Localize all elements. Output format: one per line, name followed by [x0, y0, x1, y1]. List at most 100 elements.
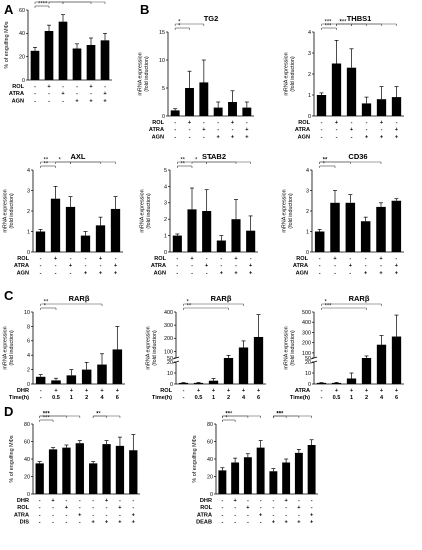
row-mark-c1: 4	[100, 395, 104, 401]
y-tick-label-c1: 2	[27, 368, 30, 374]
panel-label-c: C	[4, 288, 14, 303]
row-mark-cd36: +	[395, 263, 399, 269]
y-tick-label-axl: 3	[27, 188, 30, 194]
row-mark-d2: -	[285, 505, 287, 511]
row-mark-axl: -	[40, 256, 42, 262]
row-mark-stab2: +	[234, 256, 238, 262]
row-mark-d2: -	[311, 498, 313, 504]
row-mark-thbs1: +	[335, 120, 339, 126]
row-mark-d2: +	[284, 520, 288, 526]
bar-c1-2	[66, 375, 77, 384]
row-mark-cd36: -	[349, 270, 351, 276]
row-mark-stab2: -	[176, 263, 178, 269]
bar-d1-3	[75, 443, 84, 494]
row-label-cd36: AGN	[296, 270, 308, 276]
row-mark-d2: +	[233, 498, 237, 504]
row-mark-c3: 6	[395, 395, 398, 401]
y-axis-label-tg2: mRNA expression	[138, 52, 144, 95]
row-mark-axl: +	[114, 270, 118, 276]
row-mark-c2: 0.5	[195, 395, 203, 401]
bar-cd36-3	[360, 221, 371, 252]
y-axis-label-stab2: (fold induction)	[146, 193, 152, 229]
row-mark-axl: -	[40, 263, 42, 269]
row-mark-d2: -	[221, 498, 223, 504]
row-label-thbs1: ROL	[298, 120, 310, 126]
row-label-c1: DHR	[17, 388, 29, 394]
chart-title-tg2: TG2	[204, 14, 219, 23]
row-mark-a: -	[48, 91, 50, 97]
row-mark-a: +	[47, 84, 51, 90]
y-tick-label-thbs1: 4	[308, 30, 311, 36]
row-mark-d1: -	[66, 512, 68, 518]
row-mark-axl: -	[55, 270, 57, 276]
row-mark-tg2: -	[189, 134, 191, 140]
bar-c2-1	[193, 382, 204, 384]
row-mark-tg2: -	[232, 127, 234, 133]
row-mark-stab2: +	[249, 263, 253, 269]
row-label-d2: ATRA	[197, 512, 212, 518]
y-tick-label-tg2: 0	[162, 114, 165, 120]
row-mark-stab2: +	[190, 256, 194, 262]
row-label-d1: ROL	[17, 505, 29, 511]
row-mark-c2: +	[227, 388, 231, 394]
y-axis-label-tg2: (fold induction)	[144, 56, 150, 92]
y-axis-label-cd36: (fold induction)	[288, 193, 294, 229]
chart-title-axl: AXL	[71, 152, 86, 161]
row-label-c3: ATRA	[295, 388, 310, 394]
y-tick-label-cd36: 2	[306, 209, 309, 215]
y-tick-label-axl: 0	[27, 250, 30, 256]
chart-title-thbs1: THBS1	[347, 14, 372, 23]
row-mark-tg2: +	[245, 134, 249, 140]
row-mark-thbs1: +	[350, 127, 354, 133]
row-mark-c3: 1	[350, 395, 353, 401]
row-mark-stab2: -	[220, 263, 222, 269]
row-mark-stab2: +	[220, 270, 224, 276]
row-mark-cd36: -	[365, 263, 367, 269]
bar-c3-3	[361, 358, 372, 384]
y-tick-label-c2: 0	[170, 382, 173, 388]
row-mark-axl: -	[85, 256, 87, 262]
sig-label-stab2: *	[210, 157, 213, 163]
bar-tg2-2	[199, 82, 209, 116]
y-axis-label-a: % of engulfing MΦs	[4, 21, 10, 68]
row-label-d1: ATRA	[14, 512, 29, 518]
row-mark-c1: -	[40, 395, 42, 401]
row-label-stab2: AGN	[154, 270, 166, 276]
bar-c1-5	[112, 349, 123, 384]
bar-d2-6	[294, 452, 303, 494]
row-mark-axl: -	[70, 256, 72, 262]
row-mark-d1: -	[106, 512, 108, 518]
chart-title-cd36: CD36	[348, 152, 367, 161]
sig-label-stab2: **	[180, 157, 185, 163]
row-mark-d1: +	[132, 512, 136, 518]
row-mark-axl: +	[114, 263, 118, 269]
row-mark-a: -	[34, 91, 36, 97]
bar-a-2	[58, 21, 68, 81]
row-label-d1: DHR	[17, 498, 29, 504]
sig-label-c2: **	[187, 303, 192, 309]
row-mark-d2: +	[297, 520, 301, 526]
y-tick-label-thbs1: 0	[308, 114, 311, 120]
row-mark-thbs1: -	[351, 134, 353, 140]
bar-stab2-3	[216, 240, 226, 252]
row-mark-d2: -	[234, 512, 236, 518]
row-mark-stab2: -	[235, 263, 237, 269]
bar-d2-2	[243, 457, 252, 494]
row-mark-d2: -	[247, 498, 249, 504]
bar-axl-0	[35, 231, 46, 252]
row-mark-cd36: -	[365, 256, 367, 262]
row-mark-cd36: +	[379, 270, 383, 276]
row-mark-tg2: +	[202, 127, 206, 133]
row-mark-a: +	[89, 98, 93, 104]
y-axis-label-c1: mRNA expression	[3, 326, 9, 369]
bar-tg2-0	[170, 110, 180, 116]
row-mark-thbs1: +	[380, 120, 384, 126]
sig-label-stab2: **	[180, 161, 185, 167]
bar-c2-0	[178, 382, 189, 384]
row-mark-stab2: +	[234, 270, 238, 276]
row-mark-d2: -	[221, 505, 223, 511]
row-mark-d1: -	[39, 505, 41, 511]
row-mark-cd36: +	[395, 270, 399, 276]
